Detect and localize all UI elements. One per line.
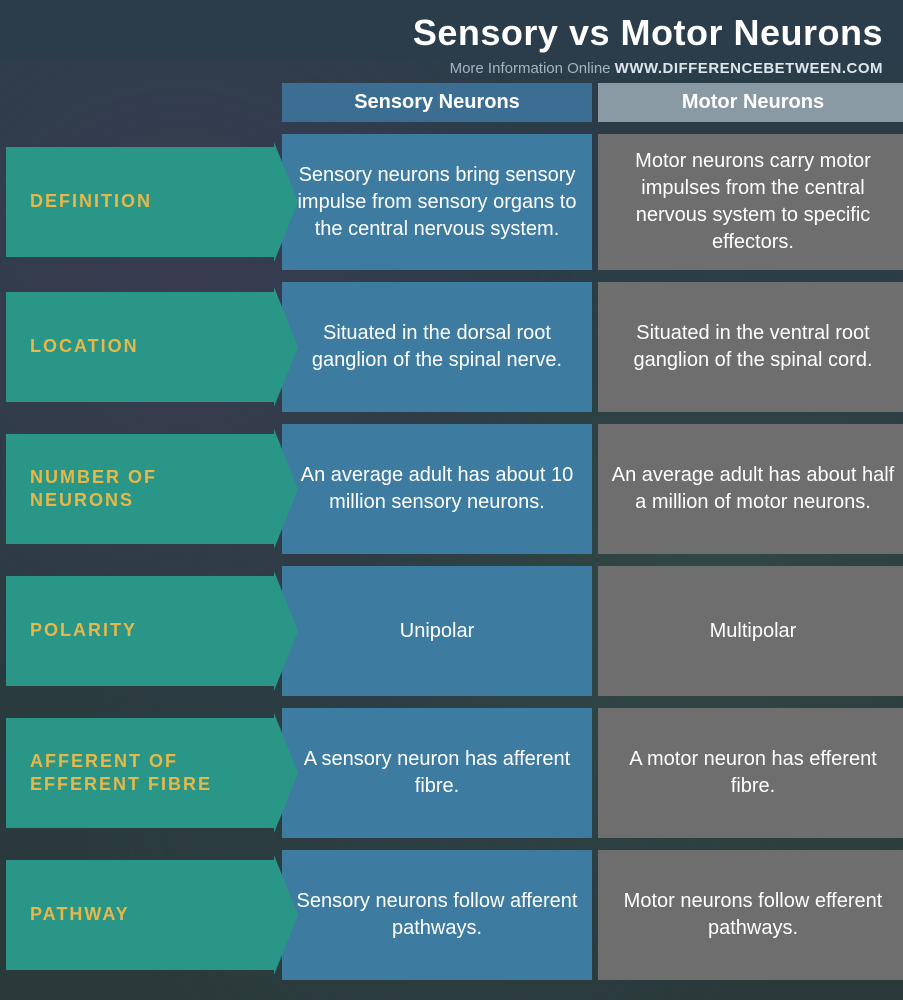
- row-label-wrap: NUMBER OF NEURONS: [6, 424, 276, 554]
- row-label-wrap: POLARITY: [6, 566, 276, 696]
- cell-sensory: Sensory neurons follow afferent pathways…: [282, 850, 592, 980]
- cell-sensory: An average adult has about 10 million se…: [282, 424, 592, 554]
- row-label-text: NUMBER OF NEURONS: [30, 466, 246, 513]
- cell-sensory: A sensory neuron has afferent fibre.: [282, 708, 592, 838]
- row-label-text: PATHWAY: [30, 903, 130, 926]
- comparison-table: Sensory Neurons Motor Neurons DEFINITION…: [0, 83, 903, 990]
- row-label: DEFINITION: [6, 147, 276, 257]
- site-url: WWW.DIFFERENCEBETWEEN.COM: [615, 60, 883, 77]
- row-label-arrow: [274, 855, 298, 975]
- row-label-wrap: PATHWAY: [6, 850, 276, 980]
- subheader: More Information Online WWW.DIFFERENCEBE…: [0, 60, 903, 83]
- cell-motor: Motor neurons follow efferent pathways.: [598, 850, 903, 980]
- cell-sensory: Situated in the dorsal root ganglion of …: [282, 282, 592, 412]
- cell-sensory: Unipolar: [282, 566, 592, 696]
- page-header: Sensory vs Motor Neurons: [0, 0, 903, 60]
- row-label: POLARITY: [6, 576, 276, 686]
- corner-spacer: [6, 83, 276, 122]
- row-label-text: POLARITY: [30, 619, 137, 642]
- row-label: LOCATION: [6, 292, 276, 402]
- row-label-arrow: [274, 142, 298, 262]
- row-label-arrow: [274, 287, 298, 407]
- row-label-arrow: [274, 713, 298, 833]
- row-label-text: LOCATION: [30, 335, 139, 358]
- cell-motor: Situated in the ventral root ganglion of…: [598, 282, 903, 412]
- row-label-wrap: DEFINITION: [6, 134, 276, 270]
- row-label-wrap: AFFERENT OF EFFERENT FIBRE: [6, 708, 276, 838]
- row-label: PATHWAY: [6, 860, 276, 970]
- more-info-text: More Information Online: [450, 60, 611, 77]
- row-label: NUMBER OF NEURONS: [6, 434, 276, 544]
- row-label-arrow: [274, 429, 298, 549]
- page-title: Sensory vs Motor Neurons: [20, 12, 883, 54]
- cell-motor: An average adult has about half a millio…: [598, 424, 903, 554]
- row-label-text: DEFINITION: [30, 190, 152, 213]
- row-label-arrow: [274, 571, 298, 691]
- column-header-sensory: Sensory Neurons: [282, 83, 592, 122]
- cell-motor: Multipolar: [598, 566, 903, 696]
- row-label-text: AFFERENT OF EFFERENT FIBRE: [30, 750, 246, 797]
- row-label-wrap: LOCATION: [6, 282, 276, 412]
- cell-motor: Motor neurons carry motor impulses from …: [598, 134, 903, 270]
- column-header-motor: Motor Neurons: [598, 83, 903, 122]
- cell-sensory: Sensory neurons bring sensory impulse fr…: [282, 134, 592, 270]
- row-label: AFFERENT OF EFFERENT FIBRE: [6, 718, 276, 828]
- cell-motor: A motor neuron has efferent fibre.: [598, 708, 903, 838]
